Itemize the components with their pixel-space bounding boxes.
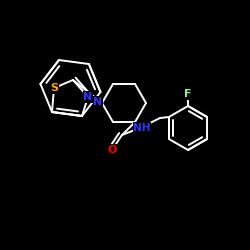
Text: N: N	[84, 92, 92, 102]
Text: F: F	[184, 89, 192, 99]
Text: N: N	[94, 97, 103, 107]
Text: NH: NH	[133, 123, 151, 133]
Text: O: O	[107, 145, 117, 155]
Text: S: S	[50, 83, 58, 93]
